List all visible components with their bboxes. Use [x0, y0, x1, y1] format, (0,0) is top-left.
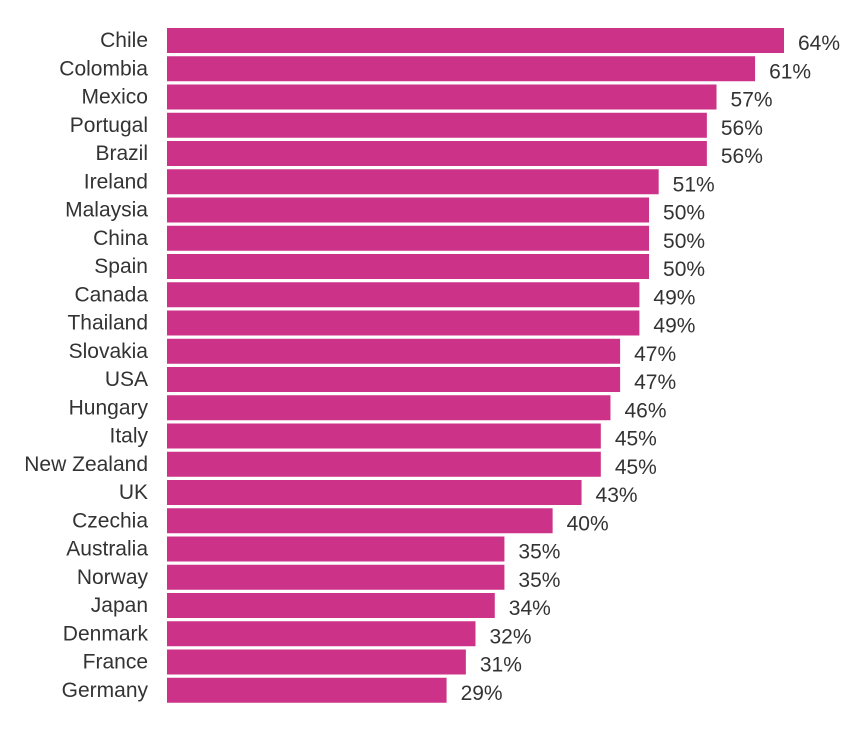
bar-chile	[167, 28, 784, 53]
bar-mexico	[167, 84, 717, 110]
value-label-usa: 47%	[634, 371, 676, 394]
value-label-chile: 64%	[798, 32, 840, 55]
category-label-malaysia: Malaysia	[65, 199, 148, 222]
bar-france	[167, 649, 466, 675]
category-label-canada: Canada	[74, 283, 148, 306]
bar-china	[167, 225, 650, 251]
value-label-thailand: 49%	[653, 315, 695, 338]
category-label-usa: USA	[105, 368, 148, 391]
category-label-france: France	[83, 651, 148, 674]
category-label-australia: Australia	[66, 538, 148, 561]
value-label-china: 50%	[663, 230, 705, 253]
category-label-spain: Spain	[94, 255, 148, 278]
category-label-japan: Japan	[91, 594, 148, 617]
bar-slovakia	[167, 338, 621, 364]
bars	[167, 28, 784, 703]
bar-canada	[167, 282, 640, 308]
value-label-spain: 50%	[663, 258, 705, 281]
bar-japan	[167, 593, 495, 618]
bar-thailand	[167, 310, 640, 336]
value-label-colombia: 61%	[769, 60, 811, 83]
value-label-mexico: 57%	[731, 89, 773, 112]
bar-hungary	[167, 395, 611, 421]
value-label-brazil: 56%	[721, 145, 763, 168]
bar-norway	[167, 564, 505, 590]
value-label-new-zealand: 45%	[615, 456, 657, 479]
bar-usa	[167, 367, 621, 392]
category-label-china: China	[93, 227, 148, 250]
category-label-czechia: Czechia	[72, 509, 148, 532]
value-label-norway: 35%	[518, 569, 560, 592]
category-label-thailand: Thailand	[67, 312, 148, 335]
bar-spain	[167, 254, 650, 279]
category-label-hungary: Hungary	[69, 396, 149, 419]
category-label-new-zealand: New Zealand	[24, 453, 148, 476]
value-label-italy: 45%	[615, 428, 657, 451]
bar-czechia	[167, 508, 553, 534]
bar-brazil	[167, 141, 707, 166]
category-label-denmark: Denmark	[63, 622, 149, 645]
bar-denmark	[167, 621, 476, 647]
value-label-germany: 29%	[461, 682, 503, 705]
category-label-ireland: Ireland	[84, 170, 148, 193]
bar-new-zealand	[167, 451, 601, 477]
value-label-denmark: 32%	[490, 625, 532, 648]
category-label-brazil: Brazil	[95, 142, 148, 165]
value-label-australia: 35%	[518, 541, 560, 564]
category-labels: Chile Colombia Mexico Portugal Brazil Ireland…	[24, 29, 148, 702]
value-label-japan: 34%	[509, 597, 551, 620]
bar-germany	[167, 677, 447, 703]
value-label-france: 31%	[480, 654, 522, 677]
value-label-slovakia: 47%	[634, 343, 676, 366]
bar-malaysia	[167, 197, 650, 223]
bar-australia	[167, 536, 505, 562]
category-label-portugal: Portugal	[70, 114, 148, 137]
category-label-chile: Chile	[100, 29, 148, 52]
value-label-ireland: 51%	[673, 173, 715, 196]
value-label-czechia: 40%	[567, 512, 609, 535]
category-label-norway: Norway	[77, 566, 149, 589]
category-label-mexico: Mexico	[81, 86, 148, 109]
category-label-germany: Germany	[62, 679, 149, 702]
bar-ireland	[167, 169, 659, 195]
category-label-slovakia: Slovakia	[69, 340, 149, 363]
value-labels: 64% 61% 57% 56% 56% 51% 50% 50% 50% 49% 49% 47% 47% 4…	[461, 32, 840, 705]
category-label-italy: Italy	[109, 425, 148, 448]
value-label-uk: 43%	[596, 484, 638, 507]
bar-colombia	[167, 56, 756, 82]
value-label-hungary: 46%	[624, 399, 666, 422]
value-label-canada: 49%	[653, 286, 695, 309]
category-label-uk: UK	[119, 481, 148, 504]
bar-italy	[167, 423, 601, 449]
value-label-portugal: 56%	[721, 117, 763, 140]
bar-uk	[167, 480, 582, 505]
value-label-malaysia: 50%	[663, 202, 705, 225]
bar-portugal	[167, 112, 707, 138]
category-label-colombia: Colombia	[59, 57, 148, 80]
